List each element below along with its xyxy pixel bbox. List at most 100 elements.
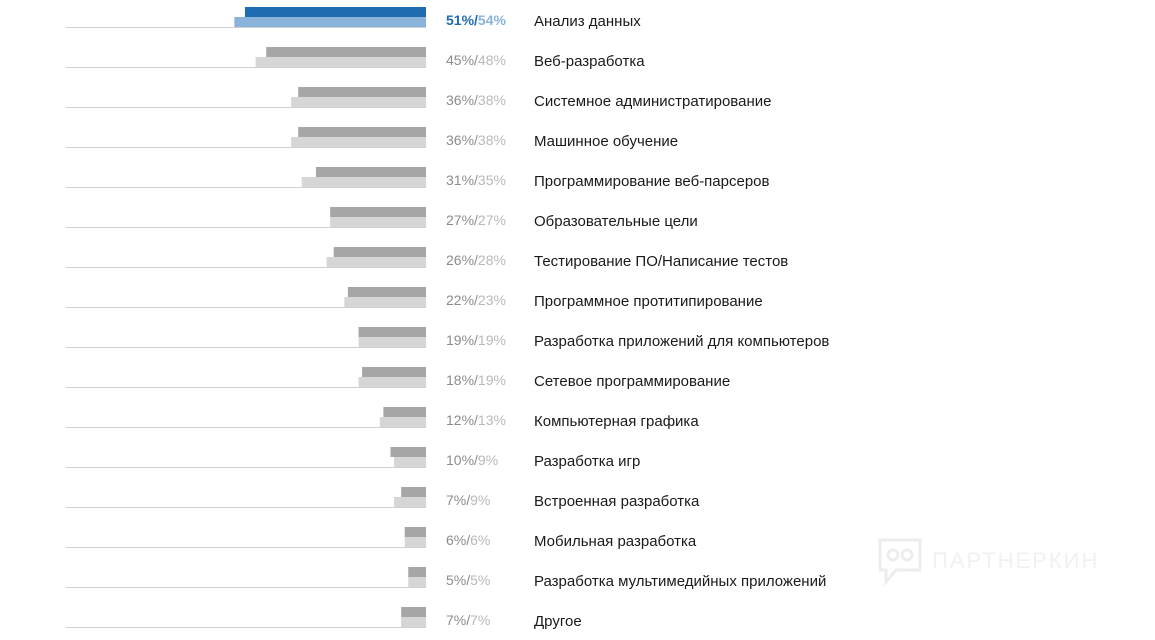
value-label: 6%/6%: [446, 532, 490, 548]
bar-series-1: [266, 47, 426, 57]
category-label: Разработка приложений для компьютеров: [534, 333, 829, 350]
chat-bubble-logo-icon: [878, 538, 922, 587]
category-label: Тестирование ПО/Написание тестов: [534, 253, 788, 270]
value-label-series-1: 18%/: [446, 372, 478, 388]
value-label-series-1: 22%/: [446, 292, 478, 308]
bar-series-2: [379, 417, 426, 427]
value-label: 26%/28%: [446, 252, 506, 268]
value-label-series-1: 5%/: [446, 572, 470, 588]
value-label-series-1: 12%/: [446, 412, 478, 428]
bar-series-1: [244, 7, 426, 17]
value-label: 27%/27%: [446, 212, 506, 228]
value-label-series-1: 36%/: [446, 132, 478, 148]
bar-series-2: [326, 257, 426, 267]
value-label-series-1: 7%/: [446, 492, 470, 508]
bar-series-1: [347, 287, 426, 297]
value-label-series-1: 26%/: [446, 252, 478, 268]
watermark-text: ПАРТНЕРКИН: [932, 548, 1100, 573]
value-label: 12%/13%: [446, 412, 506, 428]
bar-series-1: [383, 407, 426, 417]
bar-series-2: [291, 97, 426, 107]
value-label-series-1: 27%/: [446, 212, 478, 228]
bar-series-1: [362, 367, 426, 377]
category-label: Веб-разработка: [534, 53, 645, 70]
bar-series-2: [301, 177, 426, 187]
bar-series-1: [401, 607, 426, 617]
value-label-series-2: 7%: [470, 612, 490, 628]
value-label-series-1: 7%/: [446, 612, 470, 628]
bar-series-1: [390, 447, 426, 457]
value-label-series-2: 5%: [470, 572, 490, 588]
value-label-series-2: 19%: [478, 332, 506, 348]
category-label: Сетевое программирование: [534, 373, 730, 390]
bar-series-2: [401, 617, 426, 627]
value-label-series-2: 27%: [478, 212, 506, 228]
bar-series-2: [394, 457, 426, 467]
value-label-series-1: 10%/: [446, 452, 478, 468]
bar-series-1: [333, 247, 426, 257]
value-label-series-1: 19%/: [446, 332, 478, 348]
value-label: 5%/5%: [446, 572, 490, 588]
value-label: 10%/9%: [446, 452, 498, 468]
value-label: 45%/48%: [446, 52, 506, 68]
value-label-series-1: 31%/: [446, 172, 478, 188]
bar-series-2: [358, 337, 426, 347]
value-label: 18%/19%: [446, 372, 506, 388]
category-label: Программное протитипирование: [534, 293, 763, 310]
bar-series-1: [298, 87, 426, 97]
bar-series-1: [401, 487, 426, 497]
value-label-series-1: 45%/: [446, 52, 478, 68]
bar-series-2: [255, 57, 426, 67]
value-label-series-2: 48%: [478, 52, 506, 68]
bar-series-2: [291, 137, 426, 147]
value-label-series-1: 36%/: [446, 92, 478, 108]
value-label-series-2: 9%: [470, 492, 490, 508]
value-label: 22%/23%: [446, 292, 506, 308]
category-label: Машинное обучение: [534, 133, 678, 150]
bar-series-2: [344, 297, 426, 307]
value-label: 36%/38%: [446, 132, 506, 148]
category-label: Разработка мультимедийных приложений: [534, 573, 826, 590]
value-label-series-2: 35%: [478, 172, 506, 188]
value-label-series-2: 38%: [478, 92, 506, 108]
value-label-series-2: 54%: [478, 12, 507, 28]
category-label: Компьютерная графика: [534, 413, 699, 430]
category-label: Разработка игр: [534, 453, 640, 470]
category-label: Системное администратирование: [534, 93, 771, 110]
value-label-series-1: 6%/: [446, 532, 470, 548]
category-label: Анализ данных: [534, 13, 641, 30]
value-label-series-2: 13%: [478, 412, 506, 428]
bar-series-2: [234, 17, 426, 27]
category-label: Другое: [534, 613, 582, 630]
value-label: 7%/9%: [446, 492, 490, 508]
bar-series-1: [315, 167, 426, 177]
bar-series-1: [408, 567, 426, 577]
value-label-series-1: 51%/: [446, 12, 478, 28]
value-label-series-2: 38%: [478, 132, 506, 148]
value-label: 31%/35%: [446, 172, 506, 188]
bar-series-2: [394, 497, 426, 507]
value-label: 36%/38%: [446, 92, 506, 108]
value-label: 7%/7%: [446, 612, 490, 628]
category-label: Программирование веб-парсеров: [534, 173, 770, 190]
bar-series-1: [358, 327, 426, 337]
bar-series-1: [404, 527, 426, 537]
bar-series-2: [330, 217, 426, 227]
category-label: Мобильная разработка: [534, 533, 697, 550]
value-label: 51%/54%: [446, 12, 506, 28]
category-label: Встроенная разработка: [534, 493, 700, 510]
bar-series-2: [404, 537, 426, 547]
bar-series-1: [330, 207, 426, 217]
bar-series-2: [358, 377, 426, 387]
watermark-logo: ПАРТНЕРКИН: [876, 536, 1116, 590]
value-label-series-2: 6%: [470, 532, 490, 548]
value-label-series-2: 23%: [478, 292, 506, 308]
value-label: 19%/19%: [446, 332, 506, 348]
category-label: Образовательные цели: [534, 213, 698, 230]
value-label-series-2: 19%: [478, 372, 506, 388]
bar-series-2: [408, 577, 426, 587]
bar-series-1: [298, 127, 426, 137]
value-label-series-2: 28%: [478, 252, 506, 268]
value-label-series-2: 9%: [478, 452, 498, 468]
